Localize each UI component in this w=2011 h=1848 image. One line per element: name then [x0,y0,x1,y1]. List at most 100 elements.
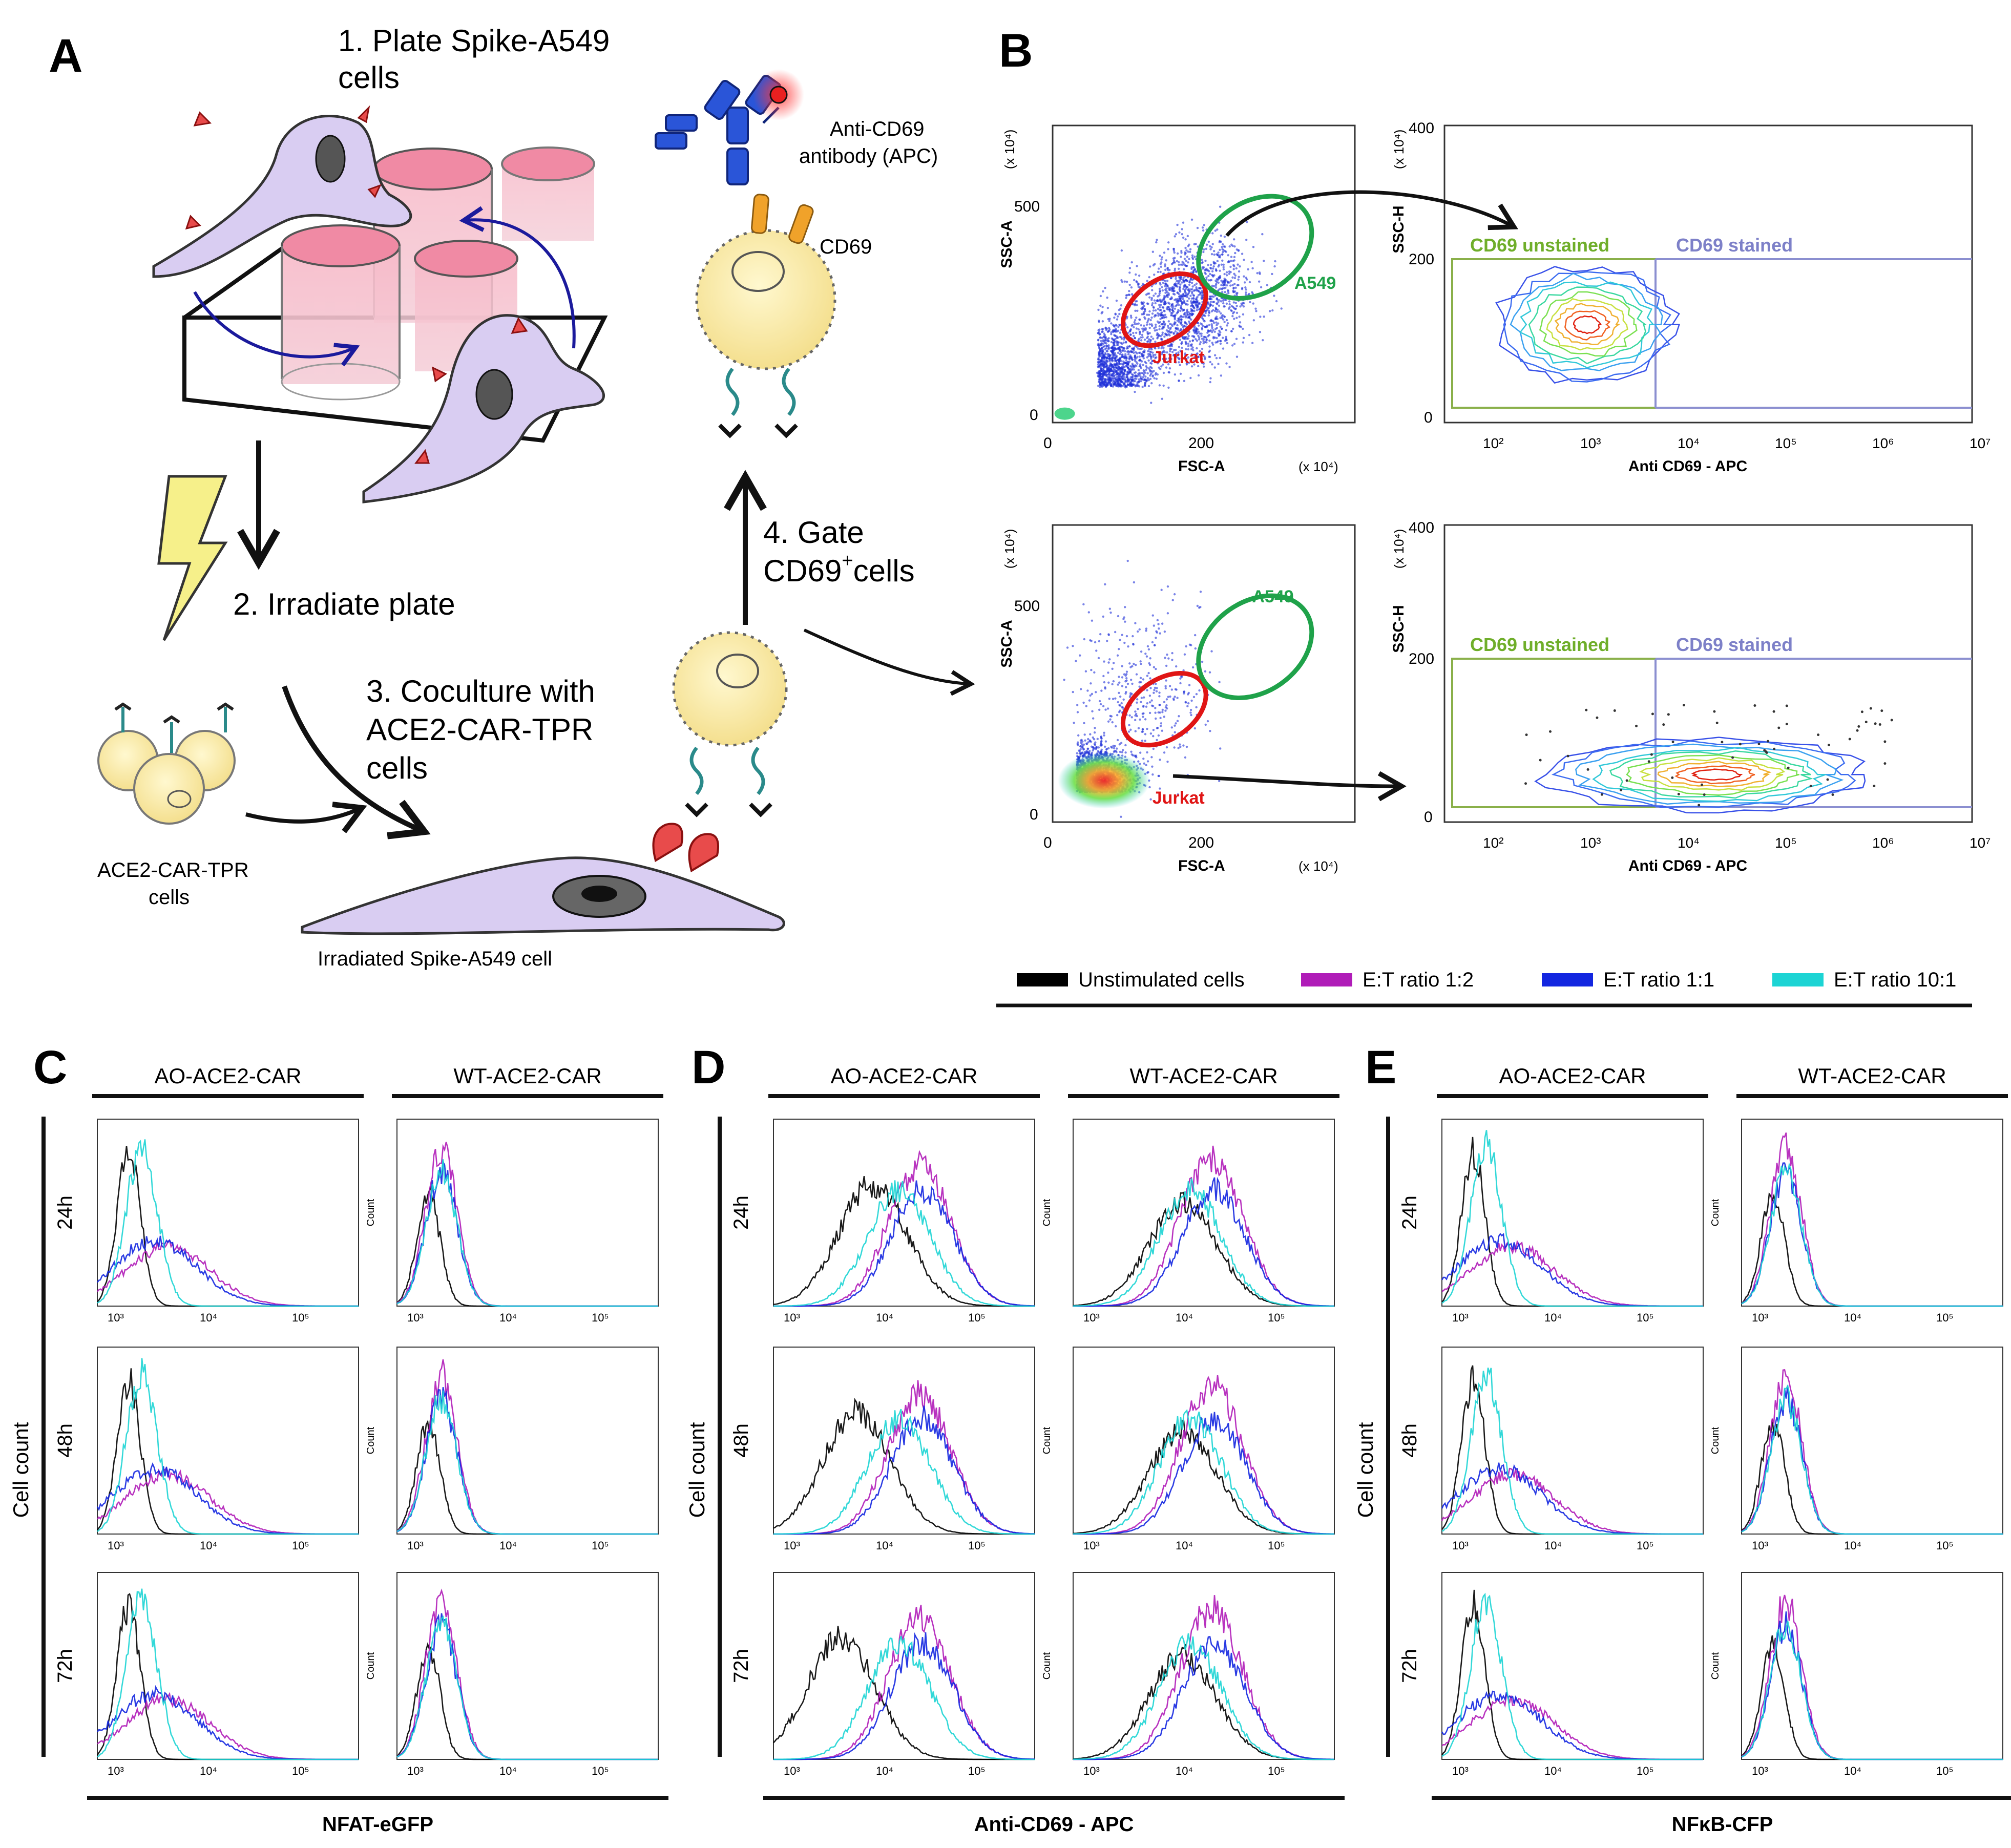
scatter-dot [1146,727,1148,730]
scatter-dot [1151,614,1154,617]
legend-item: Unstimulated cells [1017,969,1245,991]
scatter-dot [1101,337,1103,340]
scatter-dot [1172,314,1175,317]
scatter-dot [1132,365,1135,367]
scatter-dot [1175,277,1177,280]
scatter-dot [1164,687,1167,689]
scatter-dot [1199,341,1202,344]
scatter-dot [1239,321,1242,324]
scatter-dot [1185,279,1187,281]
scatter-dot [1221,315,1223,318]
scatter-dot [1173,289,1176,292]
scatter-dot [1116,385,1119,388]
histogram-xtick: 10⁴ [876,1311,893,1324]
contour-line [1519,281,1655,369]
scatter-dot [1155,682,1157,685]
scatter-dot [1163,716,1165,718]
histogram-xtick: 10³ [1452,1539,1469,1552]
scatter-dot [1123,369,1126,372]
scatter-dot [1113,317,1116,319]
scatter-dot [1158,695,1161,698]
scatter-dot [1102,290,1104,293]
scatter-dot [1196,296,1199,299]
scatter-dot [1160,286,1163,288]
scatter-dot [1104,686,1106,689]
histogram-xtick: 10³ [1083,1765,1100,1777]
transfer-arrow [193,291,360,367]
scatter-dot [1157,267,1160,270]
histogram-xtick: 10⁵ [292,1765,309,1777]
scatter-dot [1182,298,1184,301]
scatter-dot [1211,363,1213,366]
scatter-dot [1133,662,1135,665]
scatter-dot [1164,332,1167,335]
antibody-label: Anti-CD69 [830,118,925,140]
scatter-dot [1235,292,1238,295]
scatter-dot [1132,380,1135,383]
scatter-dot [1185,292,1187,295]
scatter-dot [1140,662,1142,665]
jurkat-gate-label: Jurkat [1153,348,1205,367]
scatter-dot [1079,654,1081,657]
scatter-dot [1124,379,1127,382]
scatter-dot [1113,344,1116,346]
step1-label: 1. Plate Spike-A549 [338,24,610,58]
scatter-dot [1169,287,1172,289]
scatter-dot [1111,353,1114,356]
scatter-dot [1177,353,1180,356]
scatter-dot [1222,302,1225,305]
scatter-dot [1176,252,1179,255]
scatter-dot [1109,611,1112,614]
scatter-dot [1225,338,1227,340]
scatter-dot [1220,279,1223,282]
scatter-dot [1233,256,1236,259]
scatter-dot [1120,249,1123,252]
scatter-dot [1200,295,1203,297]
scatter-dot [1173,283,1176,286]
scatter-dot [1147,379,1150,382]
scatter-dot [1112,381,1115,384]
scatter-dot [1114,352,1117,354]
scatter-dot [1208,305,1211,308]
scatter-dot [1108,359,1111,362]
scatter-dot [1099,633,1102,636]
scatter-dot [1208,339,1211,342]
scatter-dot [1178,263,1180,266]
scatter-dot [1242,327,1244,330]
scatter-dot [1195,304,1198,307]
scatter-dot [1217,363,1220,365]
scatter-dot [1166,324,1169,327]
scatter-dot [1205,243,1208,246]
outlier-dot [1731,756,1734,759]
scatter-dot [1166,306,1169,309]
scatter-dot [1172,349,1176,351]
scatter-dot [1139,336,1142,339]
histogram-curve [773,1180,1035,1307]
scatter-dot [1107,634,1110,636]
scatter-dot [1102,675,1105,678]
scatter-dot [1191,254,1194,257]
scatter-dot [1251,291,1253,293]
scatter-dot [1222,347,1225,350]
scatter-dot [1140,324,1142,327]
scatter-dot [1152,728,1155,731]
scatter-dot [1166,285,1169,288]
scatter-dot [1164,300,1167,303]
scatter-dot [1210,310,1213,313]
scatter-dot [1155,377,1158,380]
scatter-dot [1196,309,1199,311]
scatter-dot [1224,340,1227,342]
spike-a549-cell [362,314,605,503]
scatter-dot [1201,298,1203,301]
histogram-xtick: 10³ [108,1765,124,1777]
scatter-dot [1174,235,1176,238]
scatter-dot [1113,749,1116,752]
scatter-dot [1164,302,1167,305]
scatter-dot [1159,368,1162,370]
scatter-dot [1207,264,1209,266]
scatter-dot [1147,313,1150,316]
